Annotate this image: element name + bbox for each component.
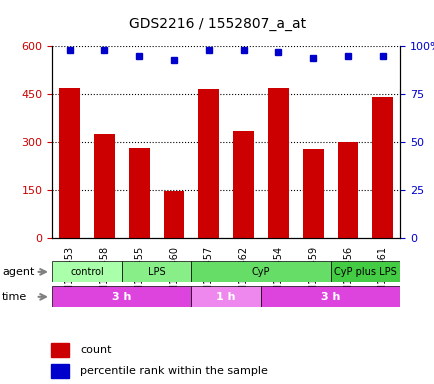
Bar xyxy=(198,89,219,238)
Text: CyP: CyP xyxy=(251,266,270,277)
Bar xyxy=(52,261,122,282)
Text: GDS2216 / 1552807_a_at: GDS2216 / 1552807_a_at xyxy=(128,17,306,31)
Text: control: control xyxy=(70,266,104,277)
Text: CyP plus LPS: CyP plus LPS xyxy=(333,266,396,277)
Bar xyxy=(51,364,69,378)
Bar xyxy=(59,88,80,238)
Bar xyxy=(163,191,184,238)
Bar xyxy=(302,149,323,238)
Bar xyxy=(128,149,149,238)
Bar xyxy=(267,88,288,238)
Bar xyxy=(330,261,399,282)
Text: count: count xyxy=(80,344,112,354)
Text: agent: agent xyxy=(2,267,34,277)
Bar xyxy=(260,286,399,307)
Bar xyxy=(191,286,260,307)
Text: 3 h: 3 h xyxy=(112,291,131,302)
Text: time: time xyxy=(2,292,27,302)
Bar xyxy=(52,286,191,307)
Bar xyxy=(233,131,253,238)
Text: LPS: LPS xyxy=(148,266,165,277)
Bar xyxy=(191,261,330,282)
Text: percentile rank within the sample: percentile rank within the sample xyxy=(80,366,268,376)
Bar xyxy=(337,142,358,238)
Text: 3 h: 3 h xyxy=(320,291,339,302)
Text: 1 h: 1 h xyxy=(216,291,235,302)
Bar xyxy=(122,261,191,282)
Bar xyxy=(94,134,115,238)
Bar xyxy=(372,97,392,238)
Bar xyxy=(51,343,69,356)
